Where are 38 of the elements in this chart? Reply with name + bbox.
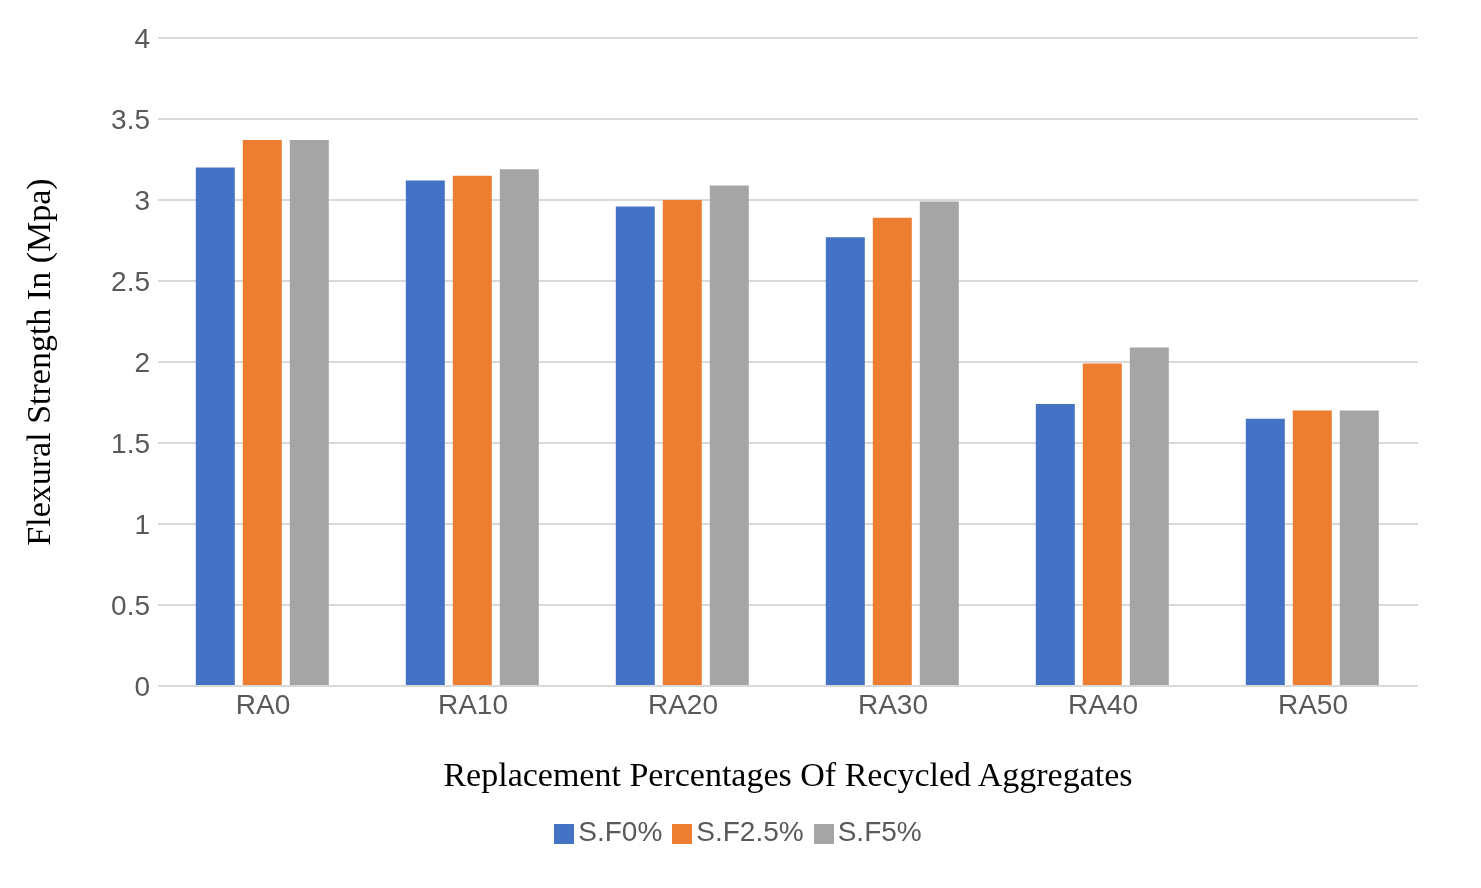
bar bbox=[919, 201, 959, 686]
bar bbox=[242, 140, 282, 686]
y-tick-label: 1.5 bbox=[111, 427, 150, 459]
y-tick-label: 2 bbox=[134, 346, 150, 378]
bar bbox=[195, 167, 235, 686]
bar bbox=[1082, 363, 1122, 686]
y-tick-label: 2.5 bbox=[111, 265, 150, 297]
y-tick-label: 3 bbox=[134, 184, 150, 216]
bar bbox=[452, 175, 492, 686]
bar bbox=[709, 185, 749, 686]
y-tick-label: 0 bbox=[134, 670, 150, 702]
x-axis-title: Replacement Percentages Of Recycled Aggregates bbox=[443, 756, 1133, 793]
x-tick-label: RA50 bbox=[1277, 688, 1349, 720]
y-tick-label: 3.5 bbox=[111, 103, 150, 135]
bar bbox=[662, 200, 702, 686]
y-tick-label: 1 bbox=[134, 508, 150, 540]
bar bbox=[1245, 418, 1285, 686]
y-tick-label: 0.5 bbox=[111, 589, 150, 621]
x-tick-label: RA0 bbox=[235, 688, 291, 720]
bar bbox=[872, 217, 912, 686]
legend-label: S.F2.5% bbox=[696, 816, 804, 847]
bar bbox=[405, 180, 445, 686]
x-tick-label: RA20 bbox=[647, 688, 719, 720]
legend-label: S.F0% bbox=[578, 816, 663, 847]
bar bbox=[1129, 347, 1169, 686]
bar bbox=[825, 237, 865, 686]
x-tick-label: RA10 bbox=[437, 688, 509, 720]
legend-label: S.F5% bbox=[837, 816, 922, 847]
y-tick-label: 4 bbox=[134, 22, 150, 54]
bar bbox=[1292, 410, 1332, 686]
bar bbox=[499, 169, 539, 686]
x-tick-label: RA40 bbox=[1067, 688, 1139, 720]
y-axis-title: Flexural Strength In (Mpa) bbox=[20, 178, 59, 546]
bar bbox=[1339, 410, 1379, 686]
bar bbox=[289, 140, 329, 686]
bar bbox=[615, 206, 655, 686]
x-tick-label: RA30 bbox=[857, 688, 929, 720]
bar bbox=[1035, 404, 1075, 686]
